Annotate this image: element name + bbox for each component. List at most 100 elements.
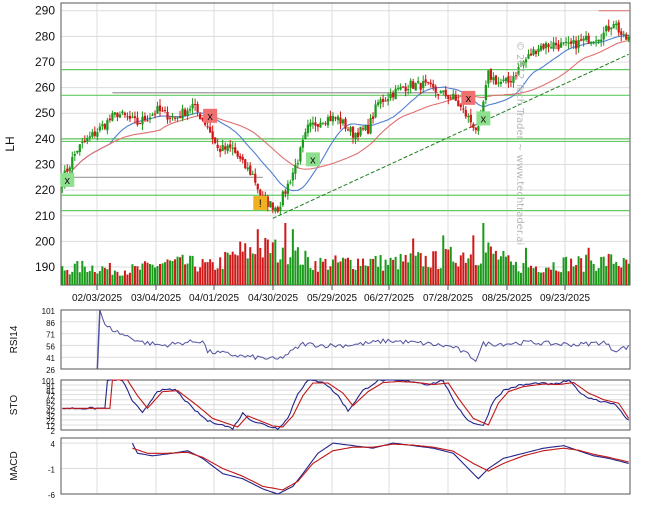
volume-bar: [407, 262, 410, 285]
candle-body: [467, 116, 470, 118]
candle-body: [171, 116, 174, 118]
candle-body: [349, 127, 352, 132]
volume-bar: [179, 257, 182, 285]
candle-body: [504, 77, 508, 82]
candle-body: [329, 116, 332, 122]
candle-body: [296, 163, 300, 165]
candle-body: [590, 41, 593, 44]
volume-bar: [602, 256, 605, 285]
candle-body: [452, 93, 455, 100]
candle-body: [371, 116, 375, 119]
candle-body: [236, 151, 239, 157]
candle-body: [198, 113, 202, 120]
signal-marker-label: !: [259, 198, 262, 210]
candle-body: [254, 173, 257, 183]
candle-body: [339, 117, 342, 124]
volume-bar: [449, 246, 452, 285]
volume-bar: [309, 268, 312, 285]
volume-bar: [234, 254, 237, 285]
candle-body: [391, 92, 395, 98]
candle-body: [602, 32, 605, 40]
candle-body: [141, 116, 144, 125]
candle-body: [249, 165, 252, 175]
volume-bar: [532, 268, 535, 285]
candle-body: [178, 116, 182, 118]
x-tick-label: 03/04/2025: [131, 293, 181, 304]
volume-bar: [159, 263, 162, 285]
volume-bar: [464, 262, 467, 285]
volume-bar: [176, 256, 179, 285]
x-tick-label: 09/23/2025: [540, 293, 590, 304]
volume-bar: [61, 266, 64, 285]
candle-body: [437, 94, 440, 96]
volume-bar: [229, 254, 232, 285]
candle-body: [234, 147, 237, 153]
volume-bar: [509, 261, 512, 285]
volume-bar: [434, 251, 437, 285]
volume-bar: [131, 264, 134, 285]
candle-body: [66, 168, 69, 172]
volume-bar: [161, 263, 164, 285]
volume-bar: [174, 259, 177, 285]
volume-bar: [201, 259, 204, 285]
volume-bar: [236, 255, 239, 285]
candle-body: [351, 126, 355, 138]
volume-bar: [224, 251, 227, 285]
volume-bar: [63, 270, 66, 285]
candle-body: [331, 115, 335, 122]
candle-body: [183, 109, 187, 116]
volume-bar: [239, 241, 242, 285]
candle-body: [527, 54, 530, 59]
volume-bar: [459, 255, 462, 285]
candle-body: [512, 76, 515, 83]
volume-bar: [560, 272, 563, 285]
signal-marker-buy: [60, 172, 75, 187]
candle-body: [126, 116, 129, 118]
candle-body: [524, 59, 528, 63]
candlesticks: [61, 19, 630, 216]
candle-body: [193, 104, 197, 106]
volume-bar: [497, 259, 500, 285]
candle-body: [592, 41, 595, 44]
volume-bar: [133, 266, 136, 285]
candle-body: [219, 148, 222, 152]
candle-body: [502, 79, 505, 81]
volume-bar: [550, 269, 553, 285]
volume-bar: [194, 266, 197, 285]
volume-bar: [271, 242, 274, 285]
candle-body: [196, 104, 199, 113]
volume-bar: [347, 257, 350, 285]
candle-body: [229, 144, 232, 148]
candle-body: [472, 124, 475, 128]
candle-body: [404, 86, 407, 92]
volume-bar: [269, 253, 272, 285]
candle-body: [301, 140, 305, 148]
signal-marker-label: x: [207, 111, 213, 123]
candle-body: [562, 42, 565, 44]
y-tick-label: 71: [46, 331, 55, 340]
candle-body: [625, 34, 628, 40]
pane-frame: [60, 309, 631, 370]
candle-body: [617, 22, 620, 33]
volume-bar: [141, 263, 144, 285]
candle-body: [419, 82, 422, 90]
x-tick-label: 02/03/2025: [72, 293, 122, 304]
candle-body: [346, 129, 350, 131]
candle-body: [201, 117, 204, 121]
volume-bar: [106, 269, 109, 285]
candle-body: [91, 132, 94, 137]
volume-bar: [148, 263, 151, 285]
candle-body: [374, 104, 377, 118]
y-tick-label: 101: [42, 307, 56, 316]
stochastic-d-line: [62, 379, 630, 428]
candle-body: [597, 39, 600, 42]
volume-bar: [274, 239, 277, 285]
volume-bar: [447, 249, 450, 285]
y-tick-label: 86: [46, 319, 55, 328]
volume-bar: [259, 247, 262, 285]
y-tick-label: 280: [35, 29, 55, 43]
volume-bar: [231, 251, 234, 285]
candle-body: [103, 124, 106, 129]
candle-body: [161, 110, 164, 112]
